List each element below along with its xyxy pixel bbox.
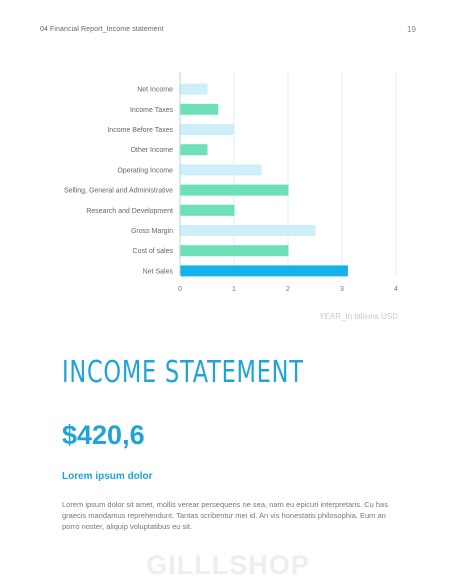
- category-label: Research and Development: [86, 208, 173, 215]
- watermark-logo: GILLLSHOP: [146, 550, 310, 580]
- x-tick-label: 4: [394, 286, 398, 293]
- category-label: Operating Income: [117, 167, 173, 174]
- bar: [180, 164, 262, 176]
- x-tick-label: 1: [232, 286, 236, 293]
- subheading: Lorem ipsum dolor: [62, 471, 153, 482]
- category-label: Gross Margin: [131, 228, 173, 235]
- bar: [180, 83, 208, 95]
- report-header-title: 04 Financial Report_Income statement: [40, 26, 164, 33]
- category-label: Other Income: [131, 147, 174, 154]
- category-label: Cost of sales: [133, 248, 174, 255]
- category-label: Net Sales: [143, 268, 174, 275]
- section-title: Income statement: [62, 355, 304, 390]
- x-tick-label: 0: [178, 286, 182, 293]
- income-amount: $420,6: [62, 420, 145, 450]
- bar: [180, 124, 235, 135]
- bar: [180, 144, 208, 156]
- category-label: Income Before Taxes: [107, 127, 173, 134]
- bar: [180, 184, 289, 196]
- category-label: Net Income: [137, 87, 173, 94]
- income-bar-chart: Net Income Income Taxes Income Before Taxe…: [64, 72, 398, 293]
- category-label: Selling, General and Administrative: [64, 188, 173, 195]
- x-tick-label: 3: [340, 286, 344, 293]
- category-label: Income Taxes: [130, 107, 174, 114]
- body-paragraph: Lorem ipsum dolor sit amet, mollis verea…: [62, 500, 388, 531]
- x-tick-label: 2: [286, 286, 290, 293]
- bar: [180, 103, 219, 115]
- bar: [180, 245, 289, 257]
- chart-x-axis-label: YEAR_In billions USD: [319, 312, 398, 321]
- bar: [180, 265, 348, 277]
- bar: [180, 225, 316, 236]
- bar: [180, 204, 235, 216]
- page-number: 19: [407, 25, 416, 34]
